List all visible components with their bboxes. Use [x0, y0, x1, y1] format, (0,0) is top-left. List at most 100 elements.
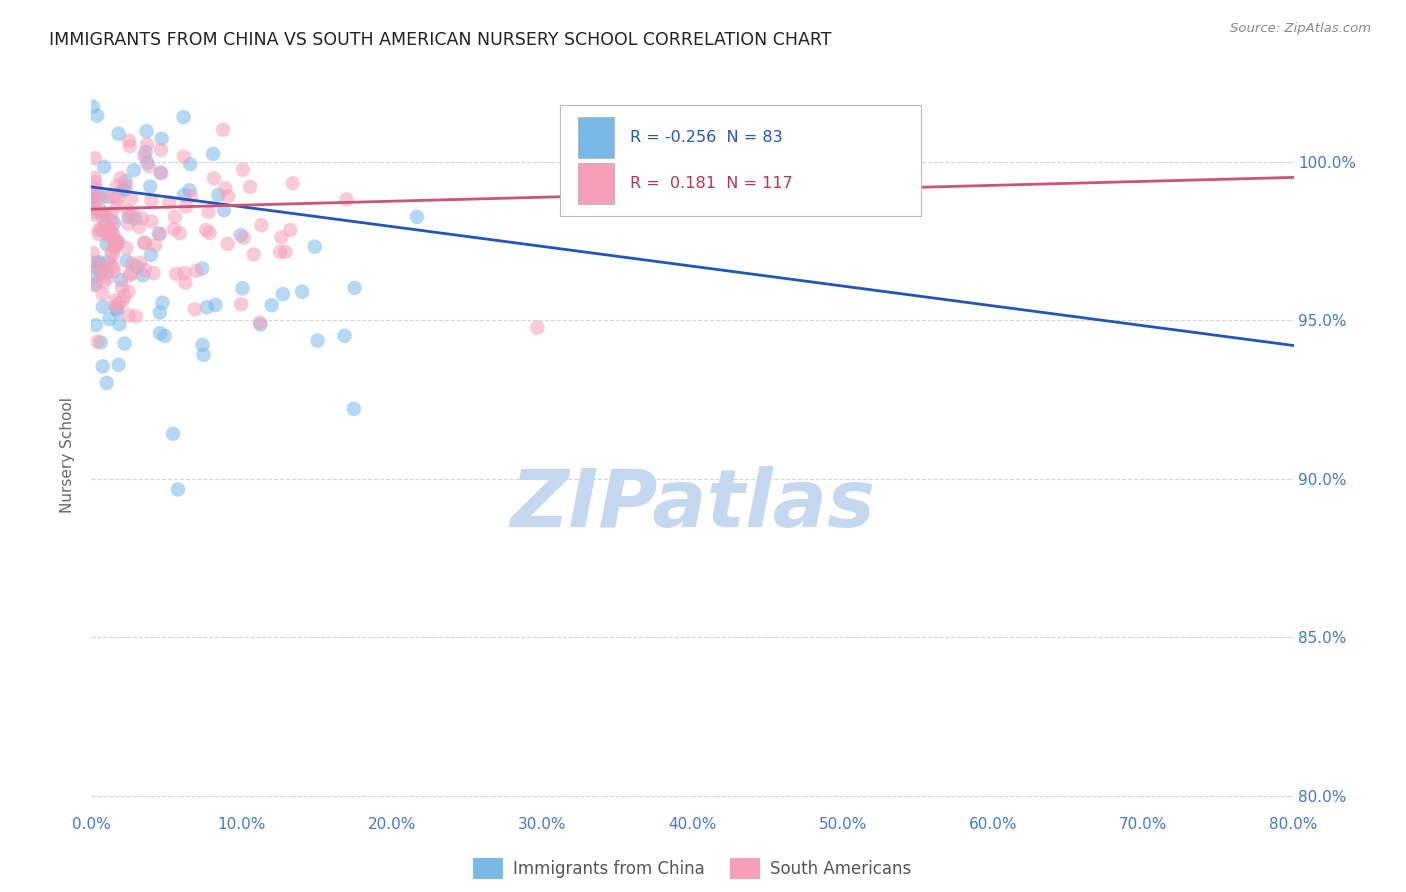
Point	[82, 100, 104, 114]
Point	[100, 228, 122, 243]
Point	[83, 188, 105, 202]
Text: R = -0.256  N = 83: R = -0.256 N = 83	[630, 130, 783, 145]
Point	[98, 224, 121, 238]
Point	[212, 123, 235, 137]
Point	[143, 238, 166, 252]
Point	[135, 124, 157, 138]
Point	[202, 146, 225, 161]
Point	[84, 258, 107, 272]
Point	[93, 206, 115, 220]
Point	[134, 262, 156, 277]
Point	[343, 281, 366, 295]
Point	[114, 336, 136, 351]
Point	[121, 257, 143, 271]
Text: IMMIGRANTS FROM CHINA VS SOUTH AMERICAN NURSERY SCHOOL CORRELATION CHART: IMMIGRANTS FROM CHINA VS SOUTH AMERICAN …	[49, 31, 832, 49]
Point	[107, 235, 129, 250]
Point	[150, 132, 173, 146]
Point	[195, 223, 218, 237]
Point	[120, 192, 142, 206]
Point	[97, 271, 120, 285]
Point	[110, 171, 132, 186]
Point	[104, 239, 127, 253]
Point	[104, 293, 127, 308]
Point	[232, 162, 254, 177]
Point	[134, 149, 156, 163]
Point	[105, 301, 128, 316]
Point	[83, 189, 105, 203]
Point	[122, 163, 145, 178]
Point	[173, 188, 195, 202]
Point	[197, 205, 219, 219]
Point	[105, 234, 128, 248]
Point	[97, 255, 120, 269]
Point	[98, 312, 121, 326]
Point	[90, 190, 112, 204]
Point	[86, 260, 108, 275]
Point	[115, 253, 138, 268]
Point	[86, 109, 108, 123]
Point	[100, 220, 122, 235]
Point	[114, 182, 136, 196]
Point	[186, 264, 208, 278]
Point	[117, 204, 139, 219]
Point	[153, 329, 176, 343]
Point	[100, 206, 122, 220]
FancyBboxPatch shape	[560, 105, 921, 216]
Point	[111, 281, 134, 295]
Point	[134, 235, 156, 250]
Point	[139, 179, 162, 194]
Point	[232, 230, 254, 244]
Point	[202, 171, 225, 186]
Point	[149, 227, 172, 241]
Point	[179, 183, 201, 197]
Point	[280, 223, 302, 237]
Point	[93, 275, 115, 289]
Point	[83, 151, 105, 165]
Point	[406, 210, 429, 224]
Point	[271, 287, 294, 301]
Point	[249, 316, 271, 330]
Point	[136, 155, 159, 169]
Point	[83, 277, 105, 292]
Point	[107, 198, 129, 212]
Point	[94, 217, 117, 231]
Point	[270, 230, 292, 244]
Point	[120, 266, 142, 280]
Point	[107, 358, 129, 372]
Point	[231, 297, 253, 311]
Point	[112, 289, 135, 303]
Point	[231, 281, 253, 295]
Point	[269, 244, 291, 259]
Point	[167, 483, 190, 497]
Point	[105, 303, 128, 318]
Point	[93, 160, 115, 174]
Point	[174, 276, 197, 290]
Point	[207, 188, 229, 202]
Point	[217, 189, 239, 203]
Point	[86, 334, 108, 349]
Point	[115, 179, 138, 194]
Bar	[578, 163, 614, 204]
Point	[229, 228, 252, 243]
Point	[198, 226, 221, 240]
Point	[82, 194, 104, 209]
Point	[149, 166, 172, 180]
Point	[136, 137, 159, 152]
Point	[100, 258, 122, 272]
Point	[105, 179, 128, 194]
Y-axis label: Nursery School: Nursery School	[60, 397, 76, 513]
Point	[82, 245, 104, 260]
Point	[195, 301, 218, 315]
Point	[250, 218, 273, 232]
Point	[212, 203, 235, 218]
Point	[132, 268, 155, 283]
Point	[96, 237, 118, 252]
Point	[91, 209, 114, 223]
Point	[96, 267, 118, 281]
Point	[180, 189, 202, 203]
Point	[86, 255, 108, 269]
Point	[291, 285, 314, 299]
Point	[103, 227, 125, 241]
Point	[115, 241, 138, 255]
Point	[336, 193, 359, 207]
